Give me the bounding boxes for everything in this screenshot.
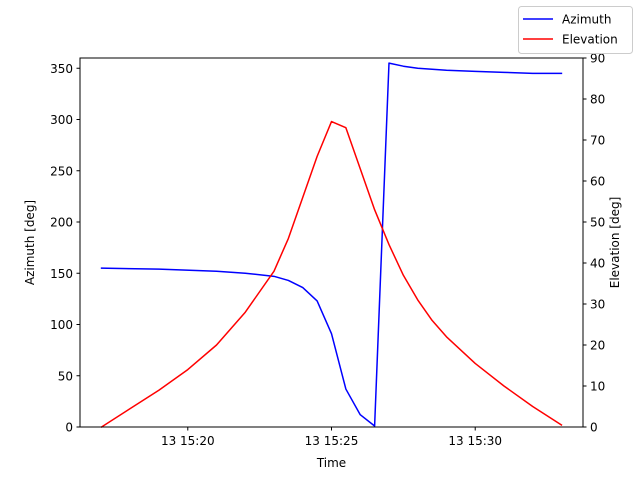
left-y-tick-label: 250 — [50, 164, 73, 178]
left-y-tick-label: 200 — [50, 216, 73, 230]
right-y-tick-label: 90 — [590, 52, 605, 66]
plot-area-frame — [79, 57, 584, 428]
right-y-tick-label: 60 — [590, 175, 605, 189]
left-y-tick-label: 300 — [50, 113, 73, 127]
x-axis-label: Time — [316, 456, 346, 470]
right-y-tick-label: 10 — [590, 380, 605, 394]
series-layer — [100, 62, 563, 429]
left-y-tick-label: 50 — [58, 369, 73, 383]
left-y-tick-label: 150 — [50, 267, 73, 281]
left-y-axis-ticks: 0 50 100 150 200 250 300 350 — [50, 62, 80, 435]
left-y-tick-label: 0 — [65, 421, 73, 435]
x-tick-label: 13 15:30 — [448, 434, 502, 448]
left-y-axis-label: Azimuth [deg] — [23, 200, 37, 285]
legend: Azimuth Elevation — [518, 6, 633, 54]
legend-elevation-label: Elevation — [562, 33, 618, 47]
elevation-series-line — [100, 120, 563, 429]
right-y-tick-label: 80 — [590, 93, 605, 107]
right-y-tick-label: 40 — [590, 257, 605, 271]
right-y-tick-label: 50 — [590, 216, 605, 230]
right-y-tick-label: 0 — [590, 421, 598, 435]
left-y-tick-label: 100 — [50, 318, 73, 332]
right-y-tick-label: 30 — [590, 298, 605, 312]
right-y-tick-label: 20 — [590, 339, 605, 353]
x-axis-ticks: 13 15:20 13 15:25 13 15:30 — [161, 427, 502, 448]
right-y-tick-label: 70 — [590, 134, 605, 148]
x-tick-label: 13 15:25 — [305, 434, 359, 448]
right-y-axis-ticks: 0 10 20 30 40 50 60 70 80 90 — [583, 52, 605, 435]
legend-azimuth-label: Azimuth — [562, 13, 611, 27]
azimuth-series-line — [100, 62, 563, 427]
x-tick-label: 13 15:20 — [161, 434, 215, 448]
left-y-tick-label: 350 — [50, 62, 73, 76]
right-y-axis-label: Elevation [deg] — [608, 197, 622, 289]
